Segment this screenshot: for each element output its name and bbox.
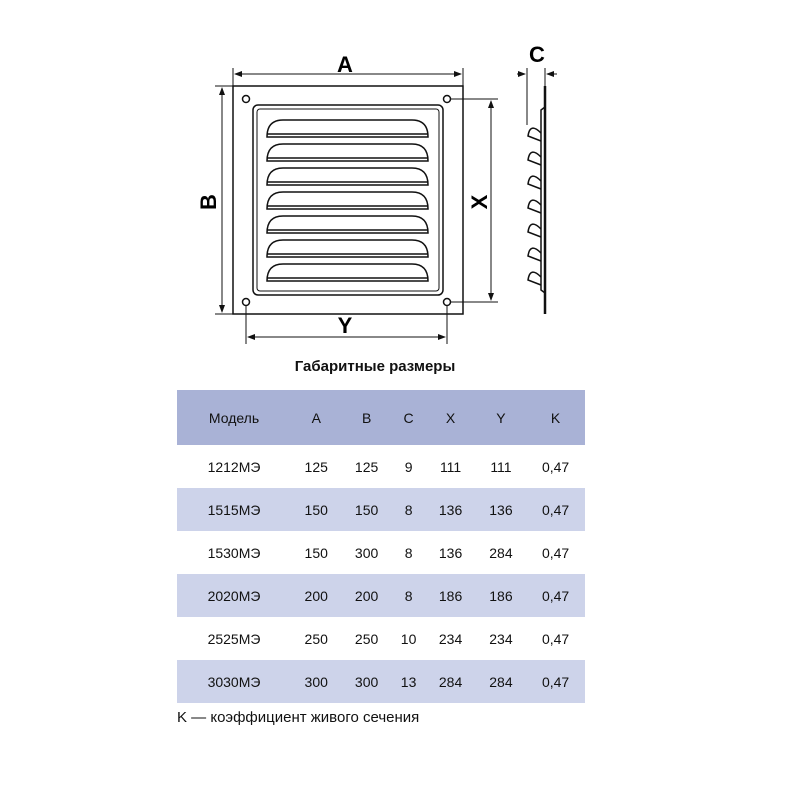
table-row: 1212МЭ 125 125 9 111 111 0,47 [177, 445, 585, 488]
grille-drawing: A B X Y C [196, 42, 557, 344]
footnote: K — коэффициент живого сечения [177, 709, 420, 726]
louver-slat [266, 143, 429, 162]
mount-hole [442, 94, 452, 104]
mount-hole [442, 297, 452, 307]
table-cell: 8 [404, 544, 413, 561]
header-k: K [526, 390, 585, 445]
table-cell: 150 [341, 488, 392, 531]
table-cell: 111 [490, 458, 512, 475]
table-cell: 13 [391, 660, 426, 703]
table-cell: 8 [391, 574, 426, 617]
table-cell: 8 [391, 488, 426, 531]
louver-profile [527, 127, 542, 142]
louver-slat [266, 239, 429, 258]
louver-slat [266, 215, 429, 234]
table-cell: 136 [438, 544, 463, 561]
table-cell: 136 [425, 488, 476, 531]
table-cell: 3030МЭ [177, 660, 292, 703]
table-cell: 200 [291, 574, 342, 617]
header-b: B [341, 390, 392, 445]
side-view [527, 86, 547, 314]
louver-profile [527, 175, 542, 190]
table-cell: 250 [354, 630, 379, 647]
louver-slat [266, 119, 429, 138]
inner-frame [252, 104, 444, 296]
mount-hole [241, 297, 251, 307]
louvers [266, 119, 429, 282]
header-model: Модель [177, 390, 292, 445]
table-cell: 0,47 [541, 630, 570, 647]
table-cell: 0,47 [541, 458, 570, 475]
table-row: 1515МЭ 150 150 8 136 136 0,47 [177, 488, 585, 531]
table-cell: 300 [341, 660, 392, 703]
table-cell: 1515МЭ [177, 488, 292, 531]
louver-slat [266, 263, 429, 282]
dimension-lines [215, 68, 557, 344]
table-cell: 10 [400, 630, 417, 647]
table-cell: 284 [475, 660, 527, 703]
table-cell: 284 [425, 660, 476, 703]
louver-profile [527, 223, 542, 238]
table-cell: 300 [291, 660, 342, 703]
table-row: 1530МЭ 150 300 8 136 284 0,47 [177, 531, 585, 574]
table-cell: 1212МЭ [207, 458, 261, 475]
table-cell: 2525МЭ [207, 630, 261, 647]
louver-profile [527, 151, 542, 166]
table-cell: 9 [404, 458, 413, 475]
inner-frame-inset [256, 108, 440, 292]
louver-profile [527, 271, 542, 286]
dimensions-table: Модель A B C X Y K 1212МЭ 125 125 9 111 111 0,… [177, 390, 585, 703]
table-cell: 250 [304, 630, 328, 647]
louver-profile [527, 247, 542, 262]
table-cell: 186 [425, 574, 476, 617]
louver-slat [266, 191, 429, 210]
table-cell: 0,47 [526, 660, 585, 703]
table-cell: 0,47 [526, 574, 585, 617]
table-cell: 150 [304, 544, 328, 561]
header-y: Y [475, 390, 527, 445]
table-cell: 136 [475, 488, 527, 531]
table-row: 3030МЭ 300 300 13 284 284 0,47 [177, 660, 585, 703]
table-cell: 125 [354, 458, 379, 475]
table-cell: 284 [489, 544, 513, 561]
front-view [232, 85, 464, 315]
header-a: A [291, 390, 342, 445]
table-cell: 150 [291, 488, 342, 531]
table-title: Габаритные размеры [294, 358, 456, 375]
table-row: 2525МЭ 250 250 10 234 234 0,47 [177, 617, 585, 660]
table-cell: 234 [489, 630, 513, 647]
table-cell: 1530МЭ [207, 544, 261, 561]
header-x: X [425, 390, 476, 445]
table-row: 2020МЭ 200 200 8 186 186 0,47 [177, 574, 585, 617]
table-cell: 186 [475, 574, 527, 617]
table-header-row: Модель A B C X Y K [177, 390, 585, 445]
louver-profile [527, 199, 542, 214]
table-cell: 125 [304, 458, 328, 475]
header-c: C [391, 390, 426, 445]
label-c: C [529, 42, 545, 67]
label-b: B [196, 194, 221, 210]
table-cell: 234 [438, 630, 463, 647]
table-cell: 200 [341, 574, 392, 617]
label-a: A [337, 52, 353, 77]
table-cell: 2020МЭ [177, 574, 292, 617]
outer-plate [232, 85, 464, 315]
table-cell: 300 [354, 544, 379, 561]
label-y: Y [338, 313, 353, 338]
louver-slat [266, 167, 429, 186]
table-cell: 0,47 [541, 544, 570, 561]
table-cell: 111 [439, 458, 462, 475]
table-cell: 0,47 [526, 488, 585, 531]
label-x: X [467, 194, 492, 209]
mount-hole [241, 94, 251, 104]
